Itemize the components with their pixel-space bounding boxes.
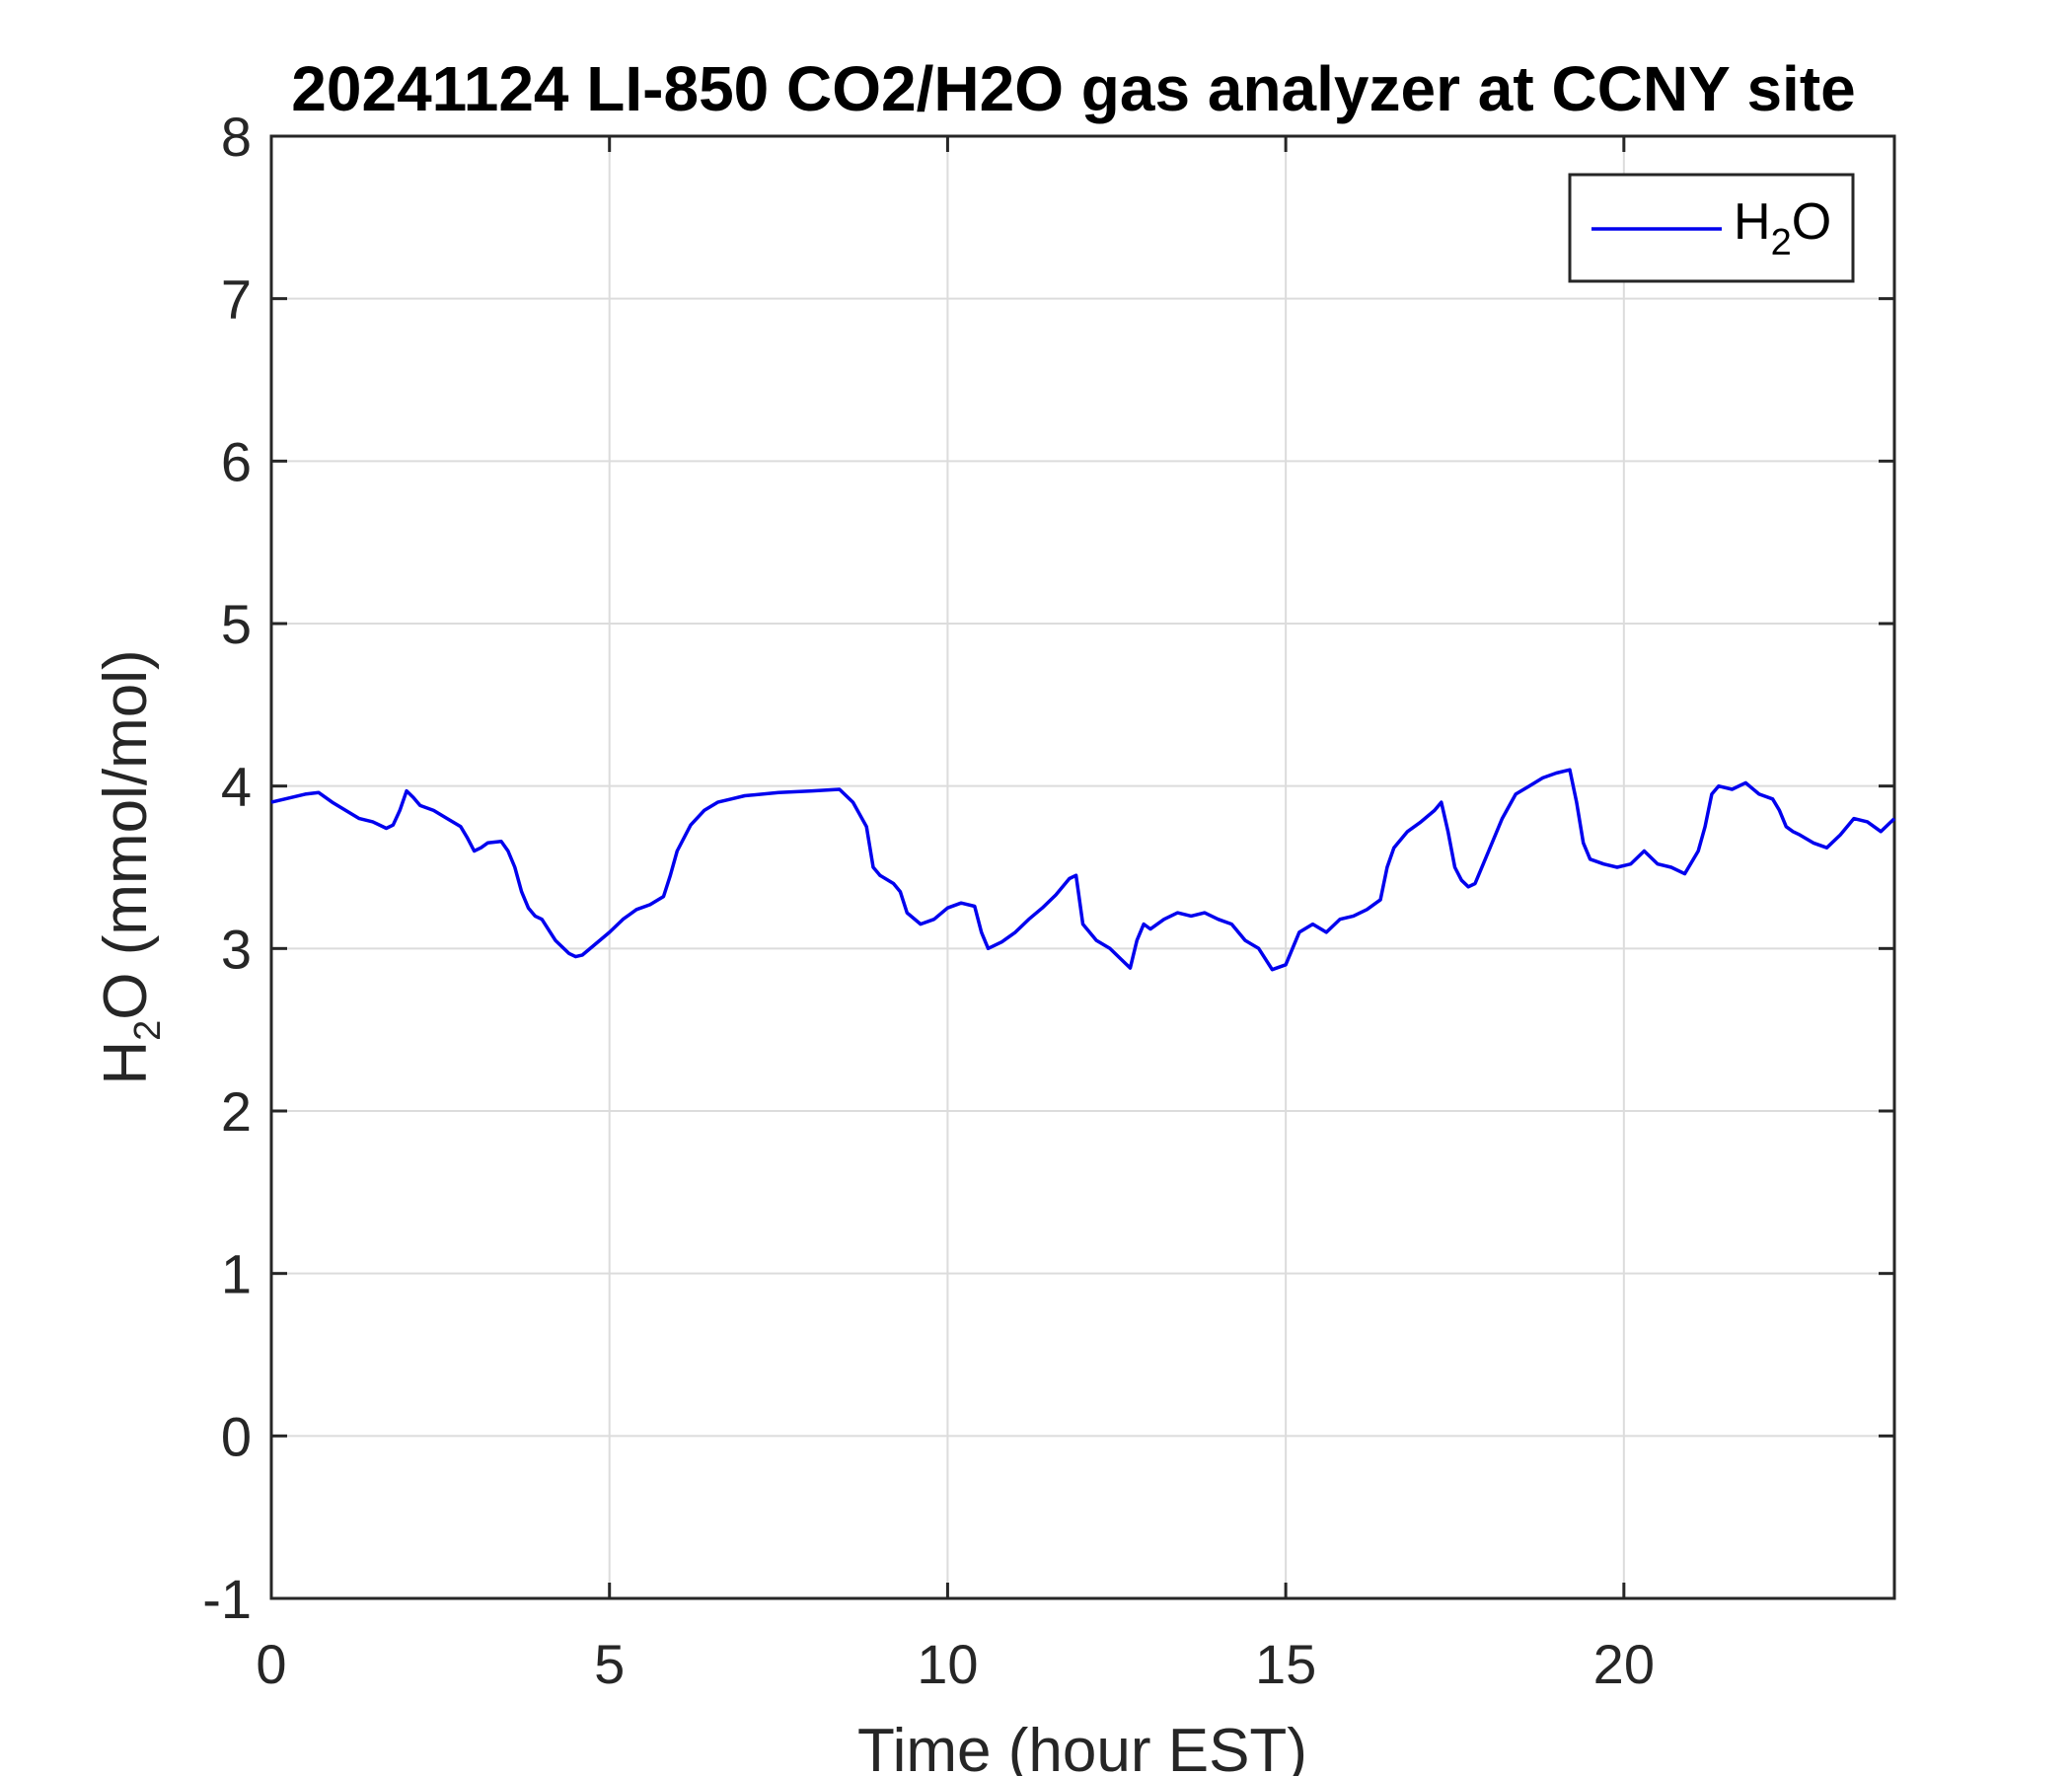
legend-label-main: H [1734,193,1771,251]
y-tick-label: 2 [221,1080,252,1143]
chart-title: 20241124 LI-850 CO2/H2O gas analyzer at … [291,53,1855,124]
legend-label-rest: O [1792,193,1831,251]
grid-lines [271,136,1894,1598]
y-axis-label-rest: O (mmol/mol) [92,649,160,1019]
plot-area-frame [269,134,1896,1600]
y-axis-label-subscript: 2 [127,1020,169,1041]
x-axis-label: Time (hour EST) [857,1717,1307,1776]
x-axis-tick-labels: 0 5 10 15 20 [256,1633,1655,1695]
y-axis-tick-labels: -1 0 1 2 3 4 5 6 7 8 [202,106,252,1630]
legend: H2O [1568,173,1855,283]
h2o-series-line [270,768,1896,972]
x-tick-label: 20 [1593,1633,1655,1695]
y-tick-label: 5 [221,593,252,655]
y-tick-label: 1 [221,1243,252,1305]
legend-label-h2o: H2O [1734,193,1831,263]
y-tick-label: 7 [221,268,252,331]
axis-ticks [269,134,1894,1600]
legend-label-subscript: 2 [1771,222,1792,263]
x-tick-label: 5 [594,1633,625,1695]
y-axis-label-main: H [92,1041,160,1085]
y-tick-label: 6 [221,430,252,492]
y-tick-label: 4 [221,756,252,818]
x-tick-label: 10 [917,1633,978,1695]
y-tick-label: -1 [202,1568,252,1630]
y-axis-label: H2O (mmol/mol) [92,649,169,1084]
y-tick-label: 3 [221,918,252,980]
x-tick-label: 0 [256,1633,286,1695]
x-tick-label: 15 [1255,1633,1316,1695]
y-tick-label: 0 [221,1405,252,1467]
y-tick-label: 8 [221,106,252,168]
